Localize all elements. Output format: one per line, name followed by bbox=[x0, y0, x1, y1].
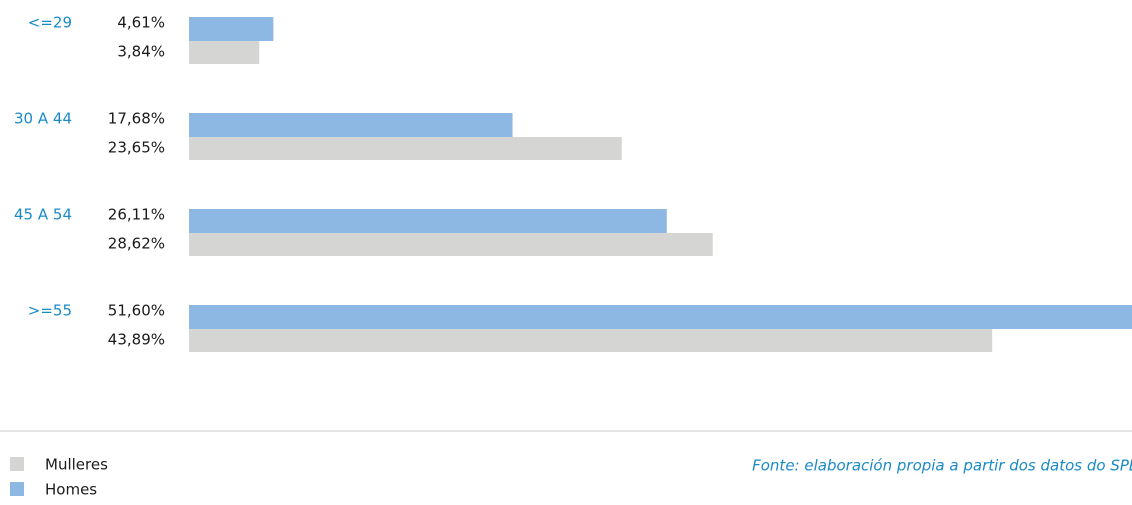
category-label: >=55 bbox=[28, 302, 72, 320]
bar bbox=[189, 305, 1132, 329]
value-label: 28,62% bbox=[108, 235, 165, 253]
value-label: 26,11% bbox=[108, 206, 165, 224]
bar bbox=[189, 329, 993, 352]
category-label: 45 A 54 bbox=[14, 206, 72, 224]
legend-swatch bbox=[10, 482, 24, 496]
legend-label: Homes bbox=[45, 481, 97, 499]
bar bbox=[189, 17, 274, 41]
legend-swatch bbox=[10, 457, 24, 471]
legend-label: Mulleres bbox=[45, 456, 108, 474]
bar bbox=[189, 233, 713, 256]
value-label: 17,68% bbox=[108, 110, 165, 128]
value-label: 43,89% bbox=[108, 331, 165, 349]
value-label: 51,60% bbox=[108, 302, 165, 320]
category-label: <=29 bbox=[28, 14, 72, 32]
bar bbox=[189, 113, 513, 137]
bar bbox=[189, 209, 667, 233]
bar bbox=[189, 41, 260, 64]
value-label: 23,65% bbox=[108, 139, 165, 157]
source-note: Fonte: elaboración propia a partir dos d… bbox=[752, 457, 1132, 475]
bar bbox=[189, 137, 622, 160]
value-label: 4,61% bbox=[117, 14, 165, 32]
value-label: 3,84% bbox=[117, 43, 165, 61]
category-label: 30 A 44 bbox=[14, 110, 72, 128]
